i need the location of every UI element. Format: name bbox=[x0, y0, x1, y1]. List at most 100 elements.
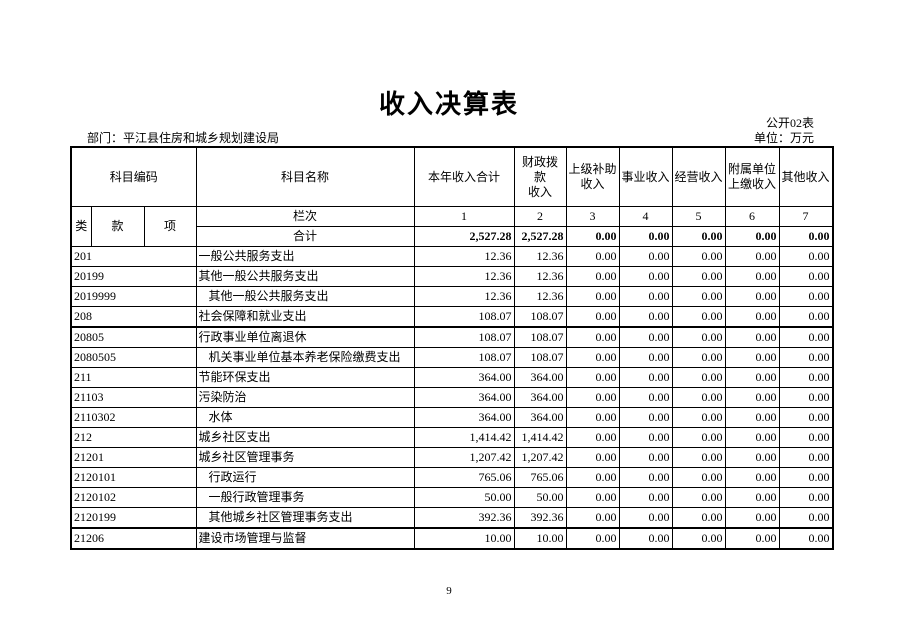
row-value: 0.00 bbox=[724, 266, 780, 287]
row-value: 12.36 bbox=[513, 246, 567, 267]
row-value: 0.00 bbox=[724, 347, 780, 368]
row-value: 0.00 bbox=[778, 487, 834, 508]
row-value: 0.00 bbox=[565, 467, 620, 488]
row-value: 108.07 bbox=[513, 326, 567, 348]
row-name: 建设市场管理与监督 bbox=[195, 527, 415, 550]
row-value: 0.00 bbox=[565, 266, 620, 287]
row-value: 0.00 bbox=[618, 326, 673, 348]
row-code: 2120199 bbox=[70, 507, 197, 529]
row-value: 0.00 bbox=[724, 447, 780, 468]
page-number: 9 bbox=[446, 585, 452, 597]
row-value: 0.00 bbox=[565, 507, 620, 529]
row-value: 0.00 bbox=[778, 347, 834, 368]
row-value: 0.00 bbox=[618, 246, 673, 267]
row-value: 0.00 bbox=[671, 246, 726, 267]
row-value: 0.00 bbox=[671, 367, 726, 388]
row-value: 12.36 bbox=[513, 286, 567, 307]
row-value: 392.36 bbox=[513, 507, 567, 529]
row-value: 0.00 bbox=[565, 427, 620, 448]
row-value: 0.00 bbox=[724, 367, 780, 388]
row-name: 机关事业单位基本养老保险缴费支出 bbox=[195, 347, 415, 368]
row-code: 20199 bbox=[70, 266, 197, 287]
header-kuan: 款 bbox=[90, 206, 145, 247]
form-number: 公开02表 bbox=[765, 116, 814, 130]
table-row: 21103 污染防治 364.00 364.00 0.00 0.00 0.00 0.00 0.0… bbox=[70, 387, 834, 408]
table-row: 208 社会保障和就业支出 108.07 108.07 0.00 0.00 0.00 0.00… bbox=[70, 306, 834, 328]
row-value: 0.00 bbox=[618, 286, 673, 307]
header-upper: 上级补助 收入 bbox=[565, 146, 620, 207]
row-value: 0.00 bbox=[724, 487, 780, 508]
table-row: 2110302 水体 364.00 364.00 0.00 0.00 0.00 0.00 0.0… bbox=[70, 407, 834, 428]
row-value: 0.00 bbox=[618, 487, 673, 508]
total-row: 合计 2,527.28 2,527.28 0.00 0.00 0.00 0.00… bbox=[71, 226, 834, 247]
col-num: 4 bbox=[618, 206, 673, 227]
total-value: 0.00 bbox=[724, 226, 780, 247]
row-value: 10.00 bbox=[513, 527, 567, 550]
row-value: 0.00 bbox=[671, 447, 726, 468]
row-value: 0.00 bbox=[618, 427, 673, 448]
table-row: 20805 行政事业单位离退休 108.07 108.07 0.00 0.00 0.00 0.… bbox=[70, 326, 834, 348]
header-total: 本年收入合计 bbox=[413, 146, 515, 207]
row-value: 0.00 bbox=[565, 367, 620, 388]
row-name: 一般行政管理事务 bbox=[195, 487, 415, 508]
row-name: 其他一般公共服务支出 bbox=[195, 286, 415, 307]
row-value: 108.07 bbox=[413, 306, 515, 328]
row-value: 0.00 bbox=[565, 246, 620, 267]
row-value: 1,414.42 bbox=[413, 427, 515, 448]
row-value: 0.00 bbox=[565, 447, 620, 468]
row-value: 392.36 bbox=[413, 507, 515, 529]
row-code: 21201 bbox=[70, 447, 197, 468]
row-value: 364.00 bbox=[513, 387, 567, 408]
row-value: 0.00 bbox=[618, 266, 673, 287]
row-value: 765.06 bbox=[513, 467, 567, 488]
row-value: 0.00 bbox=[565, 286, 620, 307]
col-num: 3 bbox=[565, 206, 620, 227]
header-affiliated: 附属单位 上缴收入 bbox=[724, 146, 780, 207]
row-value: 0.00 bbox=[565, 326, 620, 348]
header-row: 科目编码 科目名称 本年收入合计 财政拨款 收入 上级补助 收入 事业收入 经营… bbox=[70, 146, 834, 207]
row-value: 0.00 bbox=[778, 427, 834, 448]
unit-label: 单位：万元 bbox=[753, 131, 814, 145]
row-value: 0.00 bbox=[671, 347, 726, 368]
row-value: 50.00 bbox=[513, 487, 567, 508]
header-business: 事业收入 bbox=[618, 146, 673, 207]
row-code: 20805 bbox=[70, 326, 197, 348]
income-table: 科目编码 科目名称 本年收入合计 财政拨款 收入 上级补助 收入 事业收入 经营… bbox=[70, 146, 834, 550]
row-value: 0.00 bbox=[565, 306, 620, 328]
col-num: 2 bbox=[513, 206, 567, 227]
row-value: 0.00 bbox=[778, 246, 834, 267]
row-value: 0.00 bbox=[778, 447, 834, 468]
row-value: 364.00 bbox=[413, 367, 515, 388]
header-fiscal: 财政拨款 收入 bbox=[513, 146, 567, 207]
page-title: 收入决算表 bbox=[378, 90, 519, 119]
row-value: 0.00 bbox=[724, 407, 780, 428]
row-value: 0.00 bbox=[618, 367, 673, 388]
row-value: 0.00 bbox=[724, 387, 780, 408]
table-row: 20199 其他一般公共服务支出 12.36 12.36 0.00 0.00 0.00 0.0… bbox=[70, 266, 834, 287]
row-code: 212 bbox=[70, 427, 197, 448]
row-name: 城乡社区管理事务 bbox=[195, 447, 415, 468]
row-value: 108.07 bbox=[413, 347, 515, 368]
table-row: 2120101 行政运行 765.06 765.06 0.00 0.00 0.00 0.00 0… bbox=[70, 467, 834, 488]
total-value: 0.00 bbox=[565, 226, 620, 247]
row-value: 0.00 bbox=[724, 527, 780, 550]
row-value: 0.00 bbox=[671, 507, 726, 529]
row-value: 0.00 bbox=[778, 407, 834, 428]
row-value: 0.00 bbox=[618, 527, 673, 550]
row-value: 108.07 bbox=[413, 326, 515, 348]
row-value: 0.00 bbox=[724, 427, 780, 448]
row-code: 211 bbox=[70, 367, 197, 388]
row-value: 0.00 bbox=[778, 467, 834, 488]
row-value: 12.36 bbox=[413, 266, 515, 287]
row-code: 208 bbox=[70, 306, 197, 328]
total-label: 合计 bbox=[195, 226, 415, 247]
total-value: 0.00 bbox=[618, 226, 673, 247]
row-value: 0.00 bbox=[618, 387, 673, 408]
row-name: 社会保障和就业支出 bbox=[195, 306, 415, 328]
row-value: 108.07 bbox=[513, 347, 567, 368]
row-value: 0.00 bbox=[671, 487, 726, 508]
row-value: 10.00 bbox=[413, 527, 515, 550]
col-num: 1 bbox=[413, 206, 515, 227]
row-value: 0.00 bbox=[565, 347, 620, 368]
row-value: 0.00 bbox=[671, 467, 726, 488]
